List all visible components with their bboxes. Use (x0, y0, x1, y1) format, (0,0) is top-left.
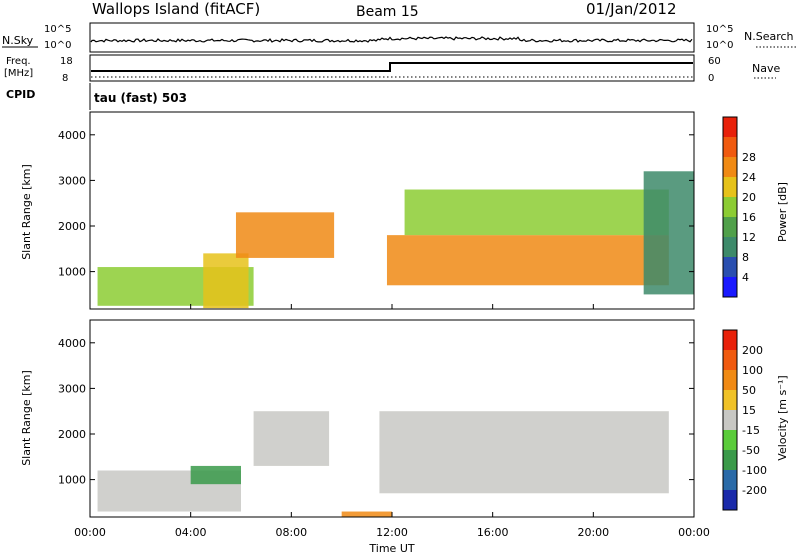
velocity-y-axis: 1000 2000 3000 4000 (58, 337, 694, 487)
velocity-colorbar-swatch (723, 350, 737, 370)
velocity-colorbar-swatch (723, 390, 737, 410)
nsearch-tick-bottom: 10^0 (706, 40, 733, 51)
cpid-label: CPID (6, 88, 35, 101)
nave-label: Nave (752, 62, 780, 75)
velocity-colorbar-swatch (723, 490, 737, 510)
velocity-colorbar: 200 100 50 15 -15 -50 -100 -200 (722, 329, 767, 511)
power-panel: 1000 2000 3000 4000 Slant Range [km] 4 8 12 16… (20, 111, 789, 310)
velocity-colorbar-tick: 50 (742, 384, 756, 397)
nsearch-label: N.Search (744, 30, 794, 43)
station-title: Wallops Island (fitACF) (92, 0, 260, 18)
power-colorbar-tick: 12 (742, 231, 756, 244)
freq-label-2: [MHz] (4, 68, 33, 79)
power-colorbar-swatch (723, 217, 737, 237)
velocity-colorbar-tick: -200 (742, 484, 767, 497)
nsky-label: N.Sky (2, 34, 34, 47)
power-colorbar-label: Power [dB] (776, 182, 789, 242)
freq-trace (91, 62, 693, 72)
freq-panel-frame (89, 54, 695, 82)
x-tick-label: 00:00 (74, 526, 106, 539)
power-colorbar-swatch (723, 197, 737, 217)
nave-tick-top: 60 (708, 56, 721, 67)
velocity-colorbar-tick: 100 (742, 364, 763, 377)
x-tick-label: 08:00 (275, 526, 307, 539)
velocity-colorbar-tick: -50 (742, 444, 760, 457)
power-colorbar-frame (722, 116, 738, 298)
nsky-tick-bottom: 10^0 (44, 40, 71, 51)
nsearch-tick-top: 10^5 (706, 24, 733, 35)
x-axis-label: Time UT (368, 542, 414, 554)
nsky-panel-frame (89, 22, 695, 53)
power-region (386, 235, 669, 286)
nsky-trace (90, 36, 693, 43)
velocity-ytick-label: 4000 (58, 337, 86, 350)
power-data-layer (97, 171, 694, 309)
velocity-colorbar-swatch (723, 470, 737, 490)
x-tick-label: 12:00 (376, 526, 408, 539)
velocity-colorbar-swatch (723, 410, 737, 430)
nsky-tick-top: 10^5 (44, 24, 71, 35)
power-colorbar-swatch (723, 177, 737, 197)
freq-tick-top: 18 (60, 56, 73, 67)
velocity-colorbar-tick: -100 (742, 464, 767, 477)
power-colorbar-swatch (723, 257, 737, 277)
velocity-ytick-label: 2000 (58, 428, 86, 441)
velocity-region (190, 465, 241, 485)
power-colorbar: 4 8 12 16 20 24 28 (722, 116, 756, 298)
velocity-region (379, 411, 669, 494)
power-colorbar-swatch (723, 237, 737, 257)
nave-tick-bottom: 0 (708, 73, 714, 84)
power-region (643, 171, 694, 295)
power-ylabel: Slant Range [km] (20, 164, 33, 260)
power-y-axis: 1000 2000 3000 4000 (58, 129, 694, 279)
velocity-colorbar-label: Velocity [m s⁻¹] (776, 375, 789, 460)
velocity-colorbar-swatch (723, 430, 737, 450)
velocity-ytick-label: 1000 (58, 474, 86, 487)
power-colorbar-swatch (723, 157, 737, 177)
date-label: 01/Jan/2012 (586, 0, 677, 18)
velocity-colorbar-swatch (723, 330, 737, 350)
freq-tick-bottom: 8 (62, 73, 68, 84)
velocity-colorbar-tick: 15 (742, 404, 756, 417)
velocity-ytick-label: 3000 (58, 382, 86, 395)
power-colorbar-tick: 4 (742, 271, 749, 284)
velocity-data-layer (97, 411, 669, 517)
velocity-colorbar-tick: -15 (742, 424, 760, 437)
velocity-colorbar-swatch (723, 370, 737, 390)
power-ytick-label: 2000 (58, 220, 86, 233)
time-axis: 00:00 04:00 08:00 12:00 16:00 20:00 00:00 (74, 304, 710, 539)
power-region (203, 253, 249, 309)
x-tick-label: 04:00 (175, 526, 207, 539)
velocity-ylabel: Slant Range [km] (20, 370, 33, 466)
x-tick-label: 16:00 (477, 526, 509, 539)
power-region (404, 189, 669, 236)
velocity-colorbar-tick: 200 (742, 344, 763, 357)
power-colorbar-tick: 28 (742, 151, 756, 164)
velocity-colorbar-swatch (723, 450, 737, 470)
x-tick-label: 20:00 (577, 526, 609, 539)
cpid-value: tau (fast) 503 (94, 91, 187, 105)
velocity-region (253, 411, 330, 466)
freq-label-1: Freq. (6, 56, 31, 67)
velocity-colorbar-frame (722, 329, 738, 511)
power-colorbar-swatch (723, 117, 737, 137)
power-colorbar-tick: 8 (742, 251, 749, 264)
velocity-panel: 1000 2000 3000 4000 Slant Range [km] 200 100… (20, 319, 789, 518)
power-ytick-label: 3000 (58, 174, 86, 187)
x-tick-label: 00:00 (678, 526, 710, 539)
power-colorbar-tick: 16 (742, 211, 756, 224)
power-colorbar-swatch (723, 277, 737, 297)
power-colorbar-tick: 24 (742, 171, 756, 184)
beam-label: Beam 15 (356, 4, 419, 20)
power-colorbar-swatch (723, 137, 737, 157)
power-region (235, 212, 335, 258)
power-ytick-label: 4000 (58, 129, 86, 142)
power-ytick-label: 1000 (58, 266, 86, 279)
velocity-region (341, 511, 392, 517)
power-colorbar-tick: 20 (742, 191, 756, 204)
